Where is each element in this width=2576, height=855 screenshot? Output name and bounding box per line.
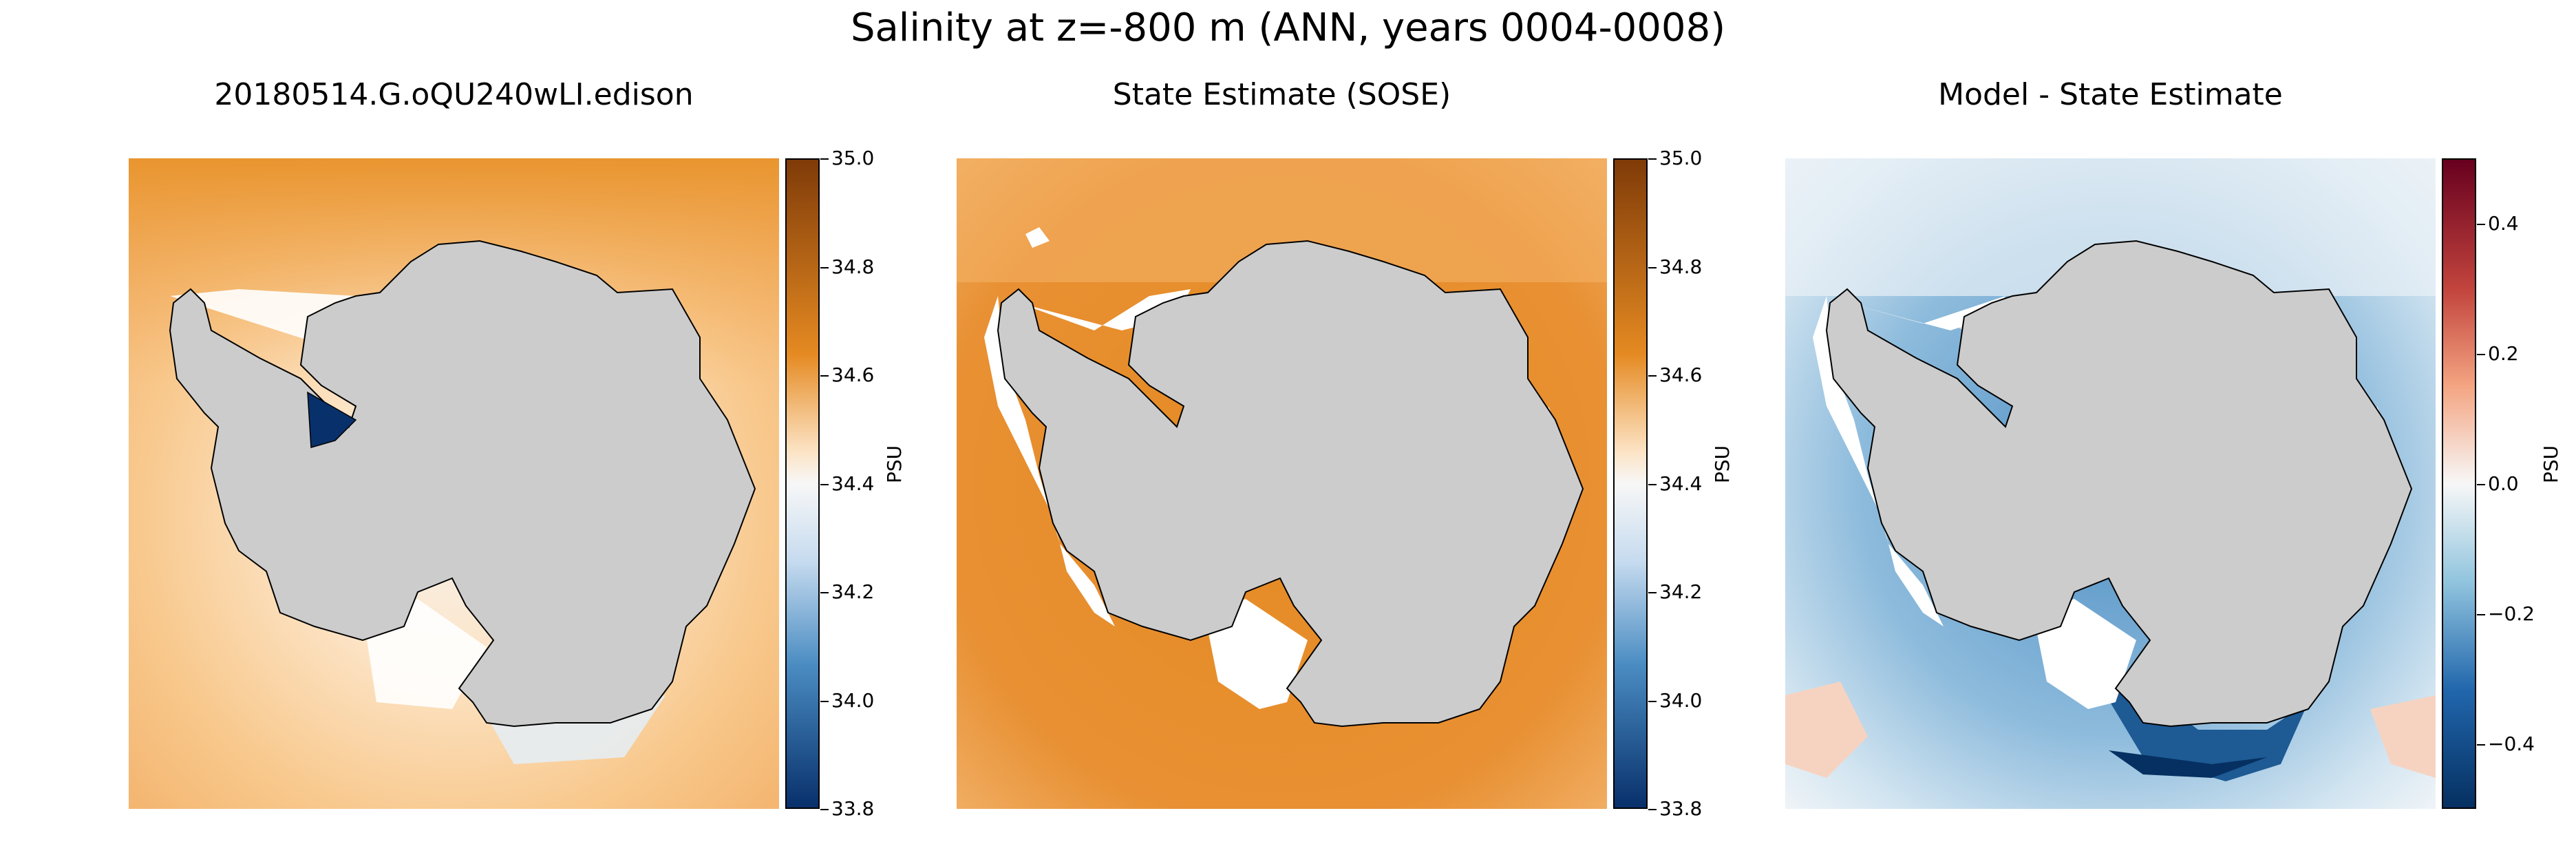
panel-1-map-svg xyxy=(129,158,779,809)
panel-1-colorbar-ticks: 35.0 34.8 34.6 34.4 34.2 34.0 33.8 xyxy=(820,149,914,819)
panel-3-tick: 0.4 xyxy=(2477,211,2519,235)
panel-3-tick: −0.2 xyxy=(2477,602,2535,625)
panel-2-map xyxy=(957,158,1607,809)
panel-2-title: State Estimate (SOSE) xyxy=(1112,77,1451,112)
panel-2-colorbar xyxy=(1613,158,1648,809)
panel-3-negative-patch-south xyxy=(2081,654,2308,781)
panel-3-positive-patch-se xyxy=(2370,695,2436,778)
figure-title: Salinity at z=-800 m (ANN, years 0004-00… xyxy=(850,6,1726,50)
panel-2-colorbar-label: PSU xyxy=(1711,445,1734,483)
panel-3-colorbar-label: PSU xyxy=(2540,445,2562,483)
panel-3-tick: 0.0 xyxy=(2477,472,2519,495)
panel-2-tick: 34.2 xyxy=(1648,580,1703,603)
panel-3-positive-patch-sw xyxy=(1785,682,1868,778)
panel-2-tick: 35.0 xyxy=(1648,147,1703,169)
panel-1-tick: 34.6 xyxy=(820,363,875,386)
panel-2-antarctica-landmass xyxy=(997,240,1584,728)
panel-3-title: Model - State Estimate xyxy=(1938,77,2283,112)
panel-1-tick: 34.4 xyxy=(820,472,875,495)
panel-2-tick: 34.8 xyxy=(1648,255,1703,278)
panel-3-colorbar-ticks: 0.4 0.2 0.0 −0.2 −0.4 xyxy=(2477,158,2570,809)
panel-1-map xyxy=(129,158,779,809)
panel-1-tick: 34.2 xyxy=(820,580,875,603)
panel-1-tick: 35.0 xyxy=(820,147,875,169)
panel-2-fresh-coast-west xyxy=(984,296,1115,626)
panel-1-antarctica-landmass xyxy=(169,240,756,728)
panel-1-tick: 33.8 xyxy=(820,797,875,820)
panel-1-fresh-anomaly-patch xyxy=(307,391,357,448)
panel-2-tick: 34.0 xyxy=(1648,688,1703,712)
panel-3-map xyxy=(1785,158,2436,809)
panel-2-colorbar-ticks: 35.0 34.8 34.6 34.4 34.2 34.0 33.8 xyxy=(1648,149,1742,819)
panel-1-title: 20180514.G.oQU240wLI.edison xyxy=(214,77,694,112)
panel-3-tick: 0.2 xyxy=(2477,341,2519,365)
panel-2-map-svg xyxy=(957,158,1607,809)
panel-1-colorbar xyxy=(785,158,820,809)
panel-3-colorbar xyxy=(2442,158,2476,809)
panel-1-colorbar-label: PSU xyxy=(883,445,906,483)
panel-3-antarctica-landmass xyxy=(1825,240,2413,728)
panel-2-tick: 33.8 xyxy=(1648,797,1703,820)
panel-1-tick: 34.8 xyxy=(820,255,875,278)
panel-3-tick: −0.4 xyxy=(2477,732,2535,755)
panel-2-tick: 34.4 xyxy=(1648,472,1703,495)
panel-3-masked-coast-west xyxy=(1813,296,1944,626)
panel-1-tick: 34.0 xyxy=(820,688,875,712)
panel-2-tick: 34.6 xyxy=(1648,363,1703,386)
panel-2-fresh-island xyxy=(1025,227,1050,248)
panel-3-map-svg xyxy=(1785,158,2436,809)
panel-3-strong-negative-patch xyxy=(2109,750,2267,778)
